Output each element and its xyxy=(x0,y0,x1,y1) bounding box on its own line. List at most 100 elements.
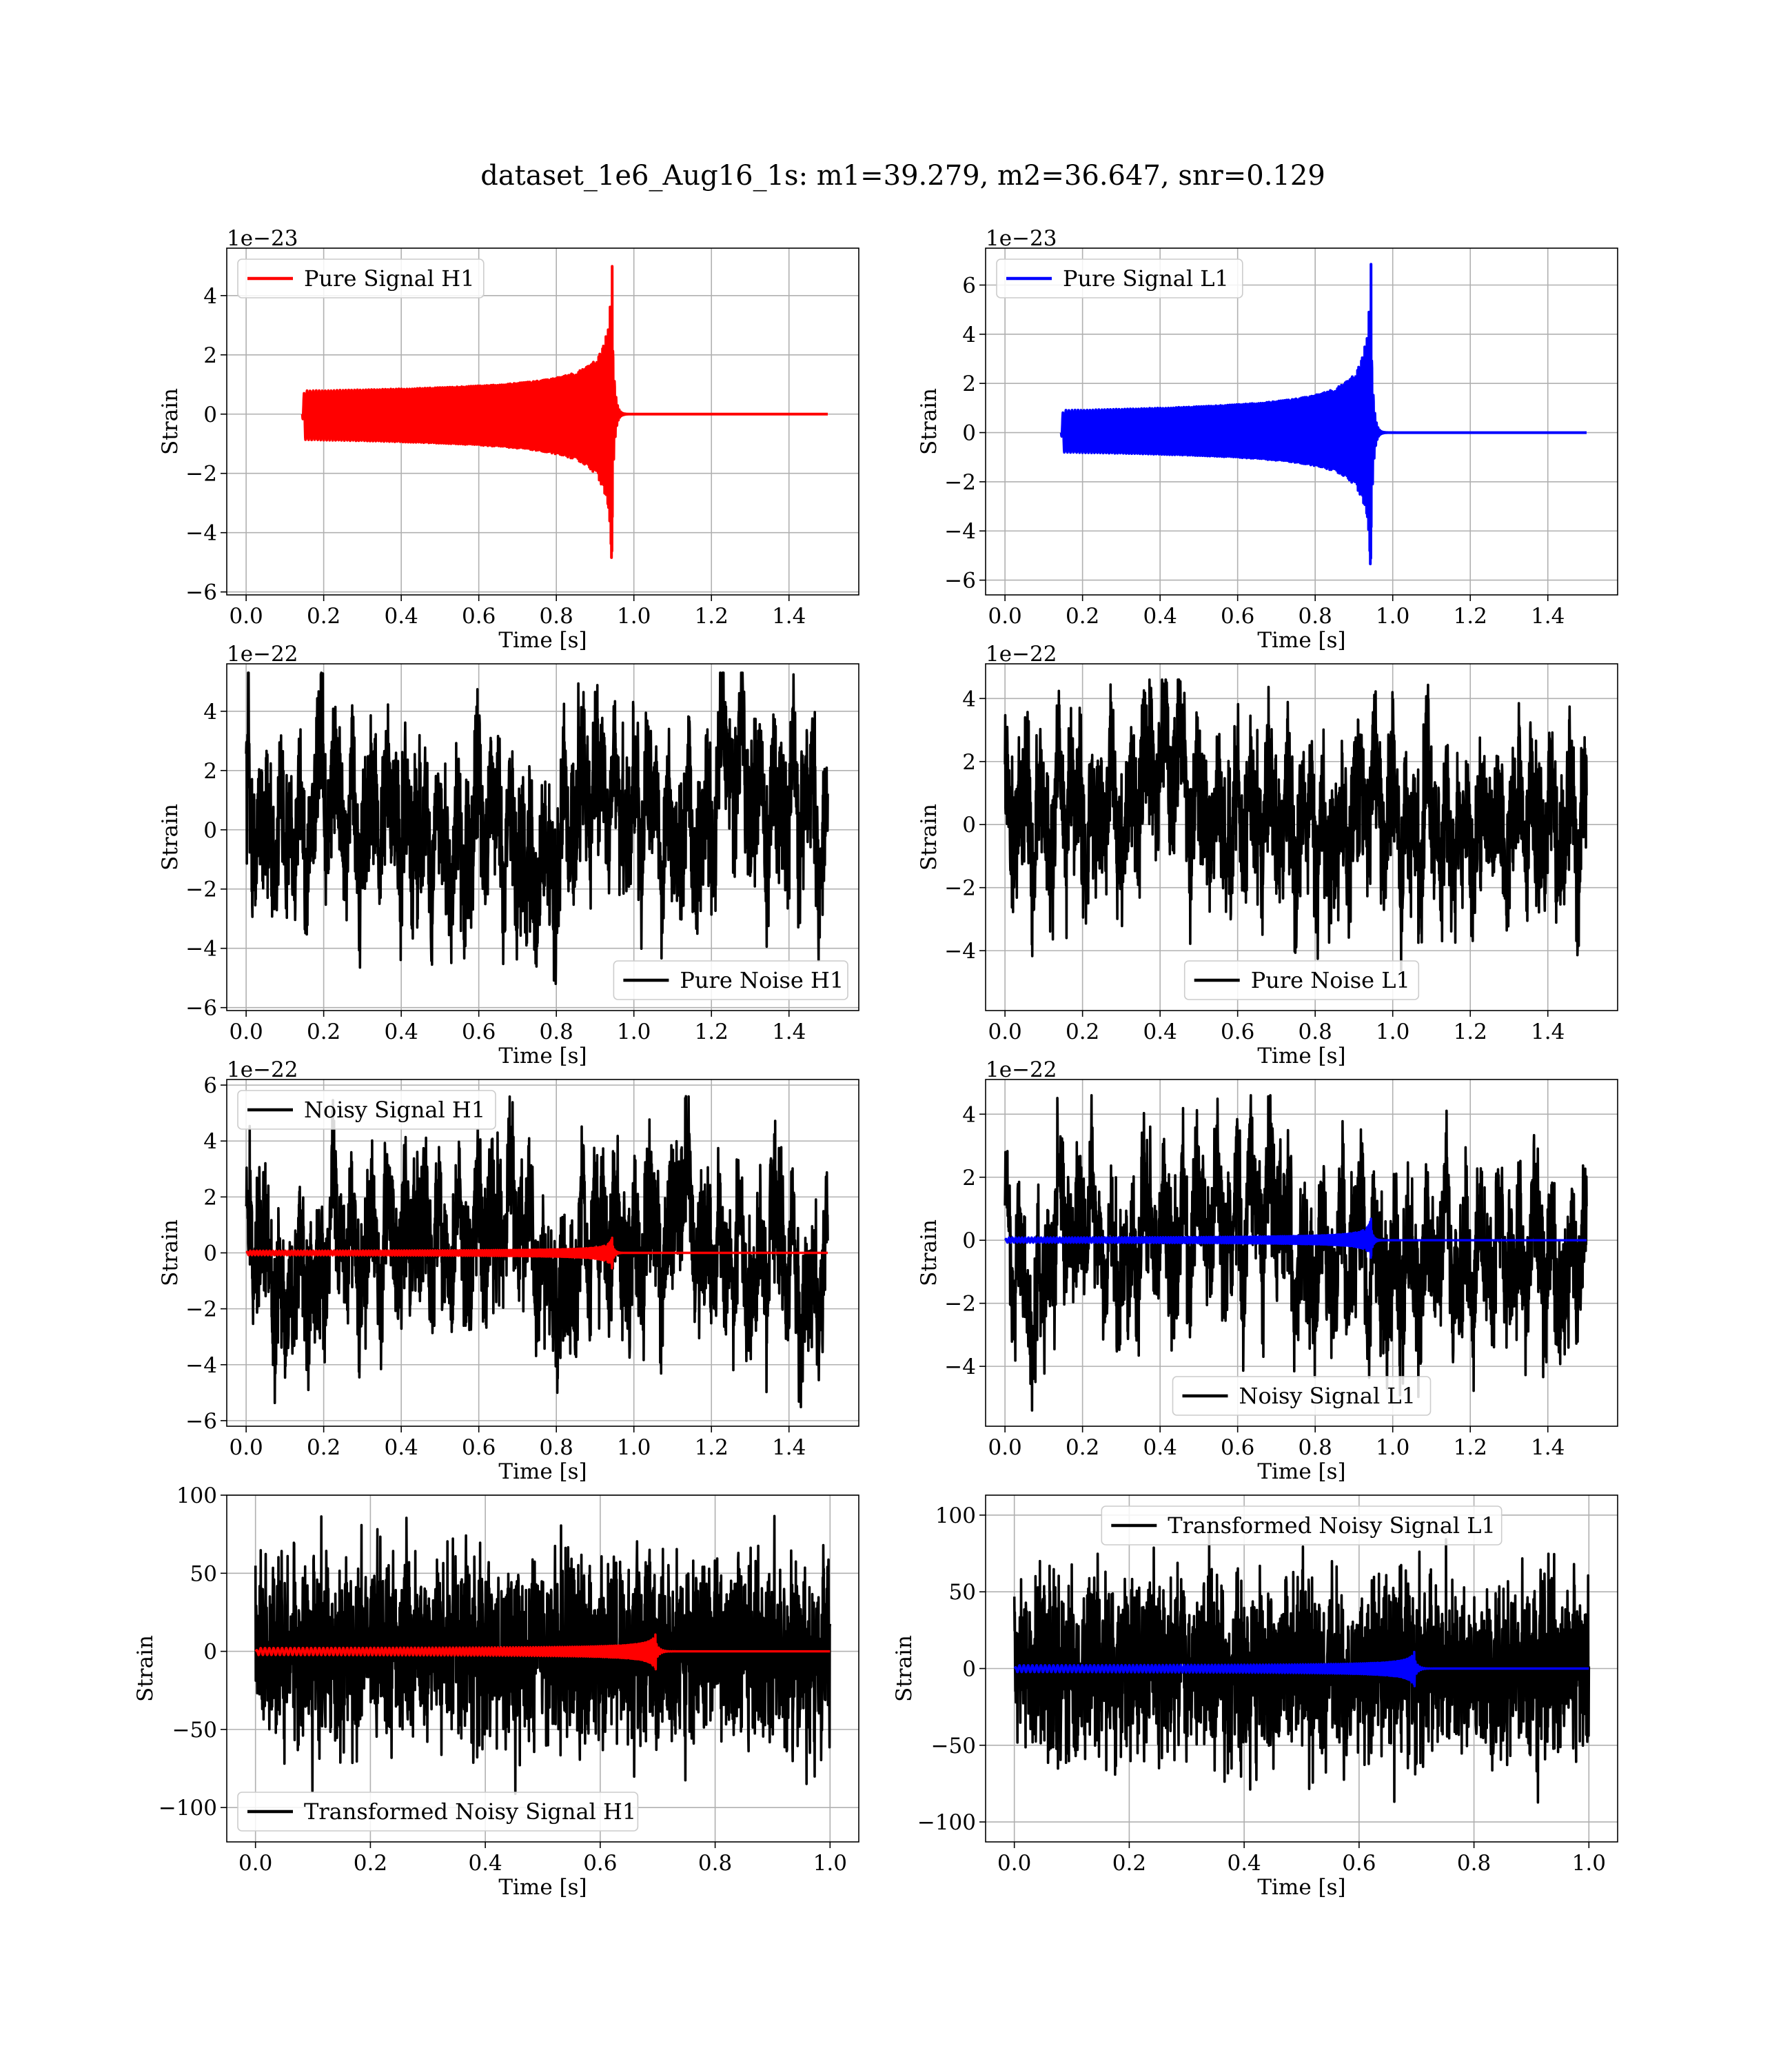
offset-label: 1e−22 xyxy=(227,1057,298,1082)
x-tick-label: 0.4 xyxy=(385,1020,418,1044)
x-tick-label: 0.8 xyxy=(698,1851,732,1876)
signal-line xyxy=(1013,1650,1590,1687)
panel-noisy-signal-l1: 0.0 0.2 0.4 0.6 0.8 1.0 1.2 1.4 −4 −2 0 2 4 Time [s] S… xyxy=(917,1057,1618,1484)
axes-frame xyxy=(985,1079,1618,1427)
x-tick-label: 0.0 xyxy=(988,1435,1021,1460)
x-tick-label: 0.2 xyxy=(307,1020,340,1044)
x-tick-label: 1.0 xyxy=(1376,604,1409,629)
y-axis-label: Strain xyxy=(892,1635,917,1702)
offset-label: 1e−22 xyxy=(986,1057,1057,1082)
x-tick-label: 0.6 xyxy=(1221,1435,1254,1460)
y-tick-label: −6 xyxy=(185,996,217,1021)
x-tick-label: 0.6 xyxy=(462,604,496,629)
x-tick-label: 1.2 xyxy=(695,604,729,629)
legend-box xyxy=(1183,960,1420,1000)
noise-line xyxy=(254,1514,832,1795)
y-tick-label: 0 xyxy=(962,421,976,446)
y-tick-label: 2 xyxy=(962,1166,976,1190)
y-tick-label: −50 xyxy=(931,1734,976,1758)
y-tick-label: 0 xyxy=(203,403,217,427)
legend-box xyxy=(996,258,1243,298)
x-tick-label: 0.2 xyxy=(1066,1020,1099,1044)
legend-box xyxy=(237,1090,496,1130)
x-tick-label: 1.0 xyxy=(1376,1020,1409,1044)
y-tick-label: 100 xyxy=(176,1483,217,1508)
x-tick-label: 0.2 xyxy=(1066,604,1099,629)
x-tick-label: 0.2 xyxy=(307,1435,340,1460)
x-tick-label: 1.2 xyxy=(1454,1020,1487,1044)
legend-label: Pure Noise H1 xyxy=(680,967,844,993)
y-tick-label: 0 xyxy=(203,1241,217,1266)
y-axis-label: Strain xyxy=(917,804,941,871)
x-tick-label: 0.6 xyxy=(1342,1851,1376,1876)
x-tick-label: 0.0 xyxy=(229,1435,263,1460)
y-tick-label: −2 xyxy=(944,470,976,495)
y-tick-label: −6 xyxy=(185,580,217,605)
y-axis-label: Strain xyxy=(158,1219,183,1286)
x-tick-label: 0.4 xyxy=(468,1851,502,1876)
x-axis-label: Time [s] xyxy=(1257,628,1345,653)
legend-label: Pure Noise L1 xyxy=(1251,967,1410,993)
x-tick-label: 1.2 xyxy=(695,1020,729,1044)
y-tick-label: 0 xyxy=(203,1640,217,1665)
y-tick-label: −4 xyxy=(185,1353,217,1378)
x-tick-label: 0.4 xyxy=(1143,1435,1177,1460)
legend-box xyxy=(613,960,848,1000)
x-tick-label: 0.8 xyxy=(1457,1851,1491,1876)
x-tick-label: 0.2 xyxy=(354,1851,387,1876)
legend: Pure Signal H1 xyxy=(237,258,485,298)
legend: Pure Noise H1 xyxy=(613,960,848,1000)
signal-line xyxy=(254,1633,831,1671)
panel-transformed-noisy-signal-h1: 0.0 0.2 0.4 0.6 0.8 1.0 −100 −50 0 50 100 Time [s] S… xyxy=(133,1483,859,1900)
x-tick-label: 0.4 xyxy=(385,1435,418,1460)
x-tick-label: 1.2 xyxy=(1454,604,1487,629)
x-tick-label: 0.6 xyxy=(1221,1020,1254,1044)
noise-line xyxy=(245,671,829,985)
signal-line xyxy=(245,1236,829,1270)
legend: Transformed Noisy Signal L1 xyxy=(1101,1506,1503,1545)
offset-label: 1e−22 xyxy=(986,642,1057,667)
legend-label: Noisy Signal H1 xyxy=(304,1097,485,1123)
x-axis-label: Time [s] xyxy=(1257,1875,1345,1900)
legend: Pure Signal L1 xyxy=(996,258,1243,298)
x-tick-label: 0.2 xyxy=(1112,1851,1146,1876)
y-tick-label: 4 xyxy=(203,700,217,724)
x-tick-label: 0.6 xyxy=(1221,604,1254,629)
y-tick-label: 2 xyxy=(203,759,217,784)
y-tick-label: 0 xyxy=(962,813,976,838)
x-tick-label: 0.6 xyxy=(462,1020,496,1044)
y-tick-label: −4 xyxy=(944,519,976,544)
x-tick-label: 0.0 xyxy=(997,1851,1031,1876)
offset-label: 1e−23 xyxy=(227,226,298,251)
axes-frame xyxy=(985,247,1618,596)
signal-line xyxy=(301,265,829,559)
x-tick-label: 0.8 xyxy=(1299,604,1332,629)
y-tick-label: 50 xyxy=(949,1580,976,1605)
legend-label: Transformed Noisy Signal L1 xyxy=(1168,1512,1496,1539)
y-tick-label: 2 xyxy=(962,750,976,775)
y-tick-label: −6 xyxy=(185,1409,217,1434)
x-tick-label: 1.0 xyxy=(1572,1851,1606,1876)
legend: Noisy Signal L1 xyxy=(1172,1376,1432,1416)
x-tick-label: 1.0 xyxy=(617,1435,651,1460)
x-axis-label: Time [s] xyxy=(498,1044,587,1068)
x-tick-label: 1.4 xyxy=(772,1020,806,1044)
figure-title: dataset_1e6_Aug16_1s: m1=39.279, m2=36.6… xyxy=(480,160,1325,192)
x-tick-label: 0.0 xyxy=(229,604,263,629)
panel-transformed-noisy-signal-l1: 0.0 0.2 0.4 0.6 0.8 1.0 −100 −50 0 50 100 Time [s] S… xyxy=(892,1494,1618,1900)
x-tick-label: 0.0 xyxy=(229,1020,263,1044)
legend-box xyxy=(1101,1506,1503,1545)
y-tick-label: −50 xyxy=(172,1718,217,1743)
legend-label: Noisy Signal L1 xyxy=(1239,1383,1416,1409)
offset-label: 1e−22 xyxy=(227,642,298,667)
x-tick-label: 0.0 xyxy=(988,1020,1021,1044)
y-tick-label: 2 xyxy=(203,343,217,368)
axes-frame xyxy=(226,247,859,596)
noise-line xyxy=(1004,678,1588,972)
x-tick-label: 1.4 xyxy=(772,604,806,629)
signal-line xyxy=(1059,263,1588,565)
x-axis-label: Time [s] xyxy=(1257,1459,1345,1484)
y-tick-label: −100 xyxy=(159,1796,217,1821)
y-tick-label: −6 xyxy=(944,569,976,594)
